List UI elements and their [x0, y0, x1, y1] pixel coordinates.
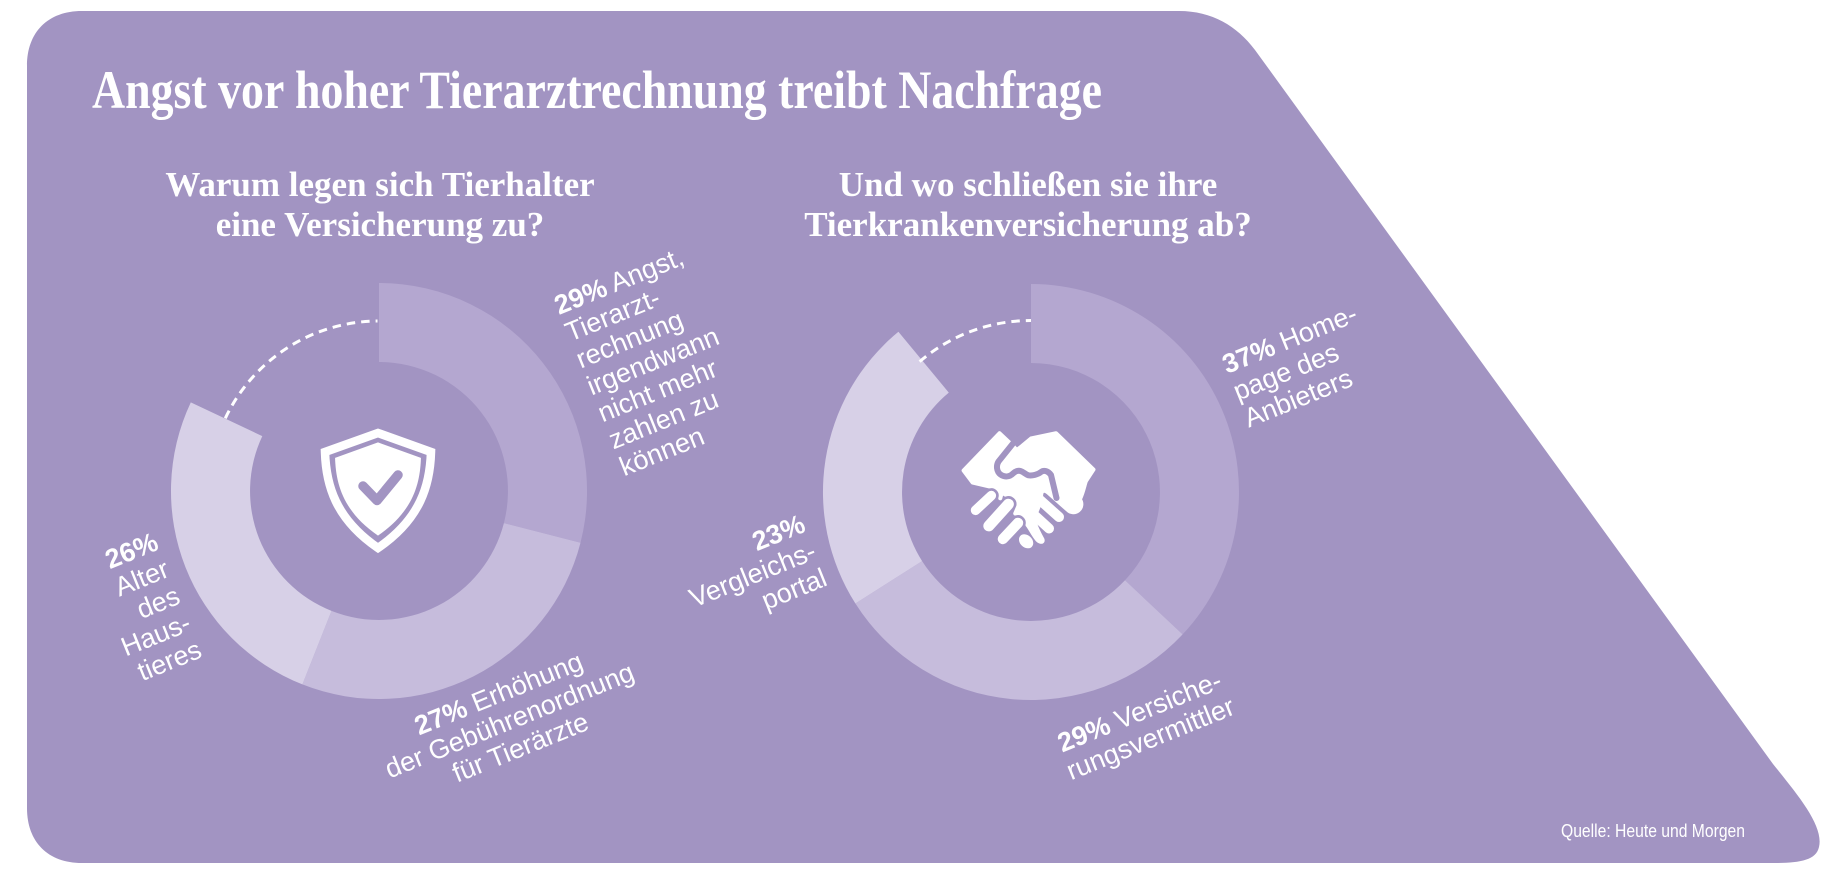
svg-text:Und wo schließen sie ihre: Und wo schließen sie ihre	[839, 165, 1218, 204]
svg-text:Tierkrankenversicherung ab?: Tierkrankenversicherung ab?	[804, 205, 1252, 244]
svg-text:Quelle: Heute und Morgen: Quelle: Heute und Morgen	[1561, 820, 1745, 841]
svg-text:Warum legen sich Tierhalter: Warum legen sich Tierhalter	[165, 165, 594, 204]
svg-text:eine Versicherung zu?: eine Versicherung zu?	[216, 205, 545, 244]
svg-text:Angst vor hoher Tierarztrechnu: Angst vor hoher Tierarztrechnung treibt …	[92, 60, 1102, 120]
